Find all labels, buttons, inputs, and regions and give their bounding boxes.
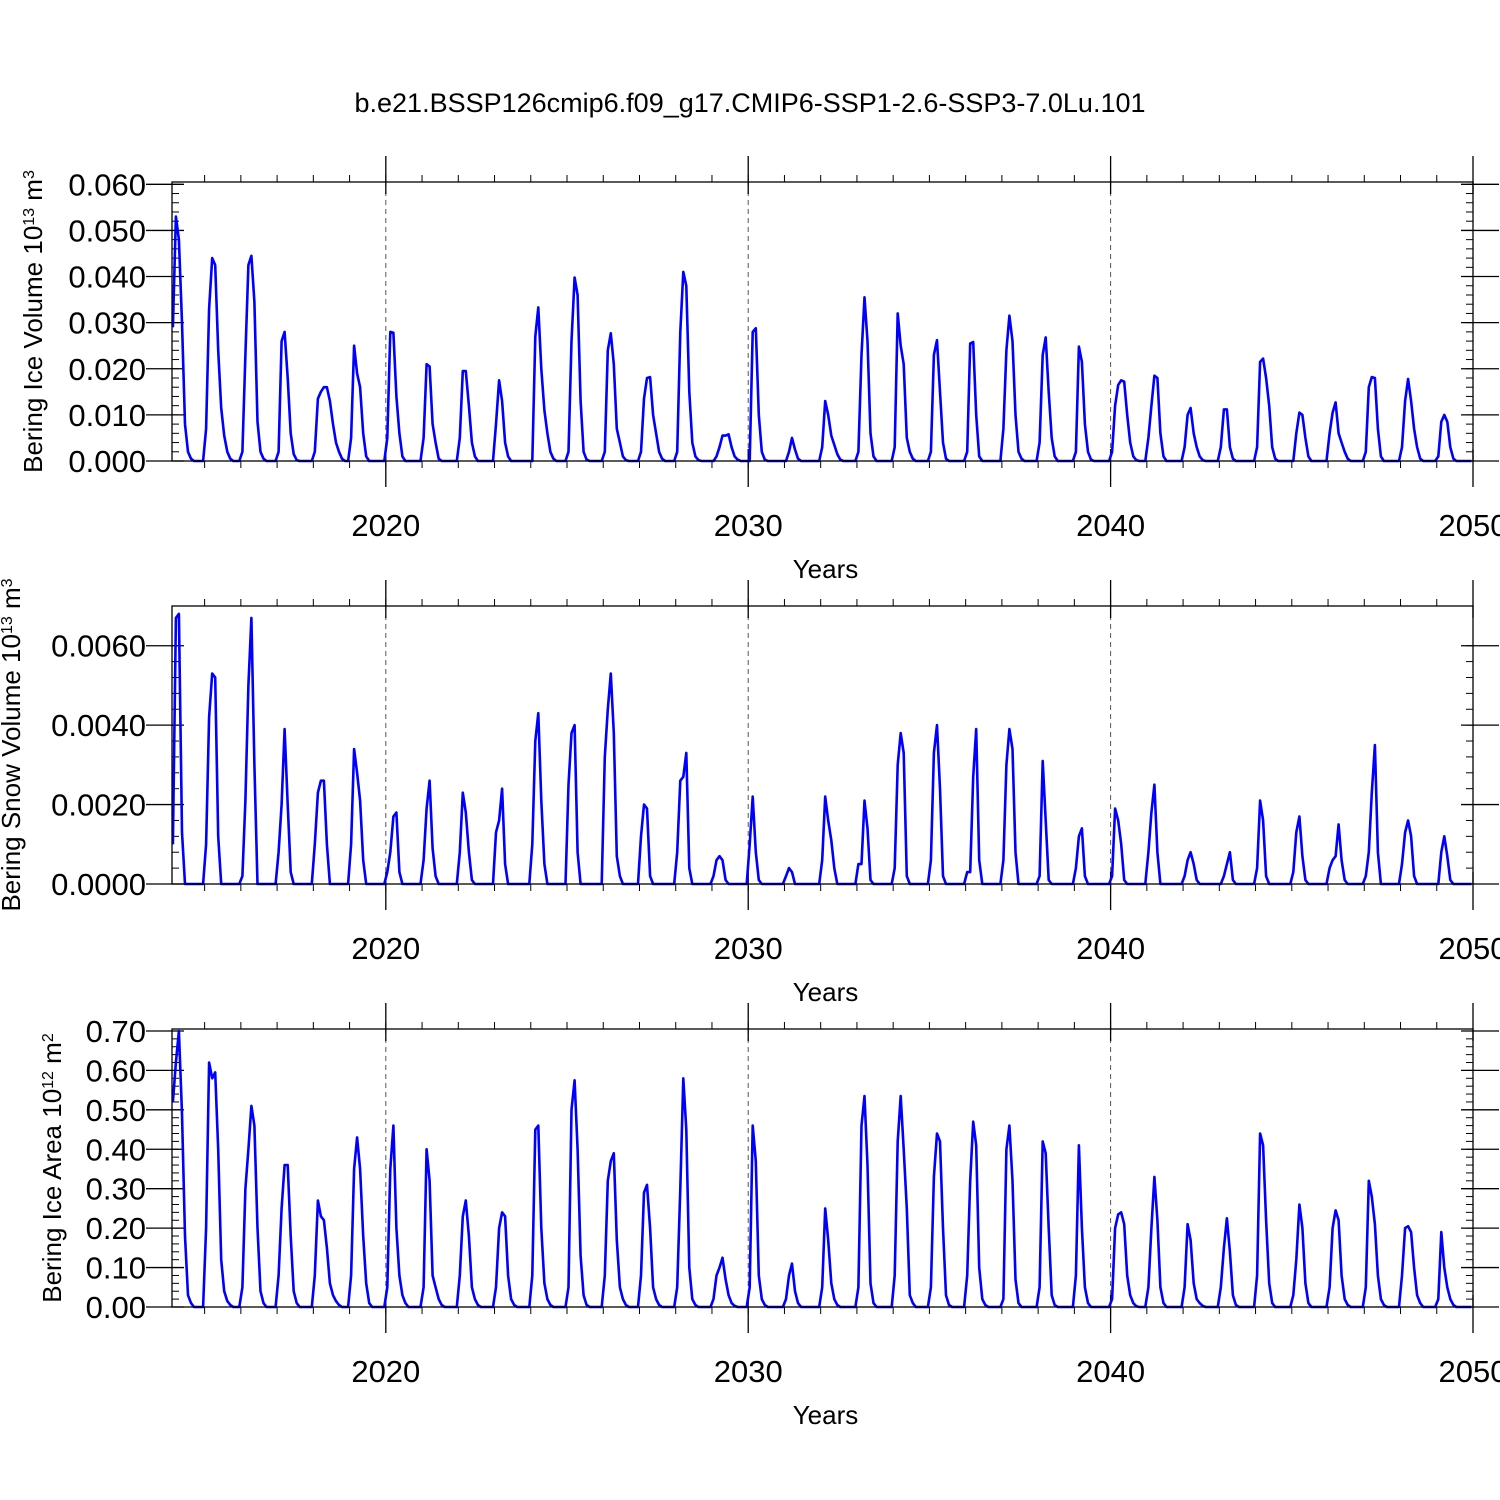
x-axis-title: Years — [793, 1400, 859, 1430]
y-tick-label: 0.000 — [68, 444, 146, 479]
x-tick-label: 2030 — [714, 508, 783, 543]
series-line — [171, 612, 1472, 886]
y-tick-label: 0.00 — [86, 1290, 146, 1325]
y-tick-label: 0.060 — [68, 167, 146, 202]
x-tick-label: 2020 — [351, 1354, 420, 1389]
x-tick-label: 2020 — [351, 508, 420, 543]
x-tick-label: 2050 — [1439, 931, 1500, 966]
y-tick-label: 0.030 — [68, 306, 146, 341]
x-tick-label: 2020 — [351, 931, 420, 966]
series-line — [171, 215, 1472, 463]
y-tick-label: 0.0000 — [51, 867, 146, 902]
x-axis-title: Years — [793, 977, 859, 1007]
y-tick-label: 0.20 — [86, 1211, 146, 1246]
page-title: b.e21.BSSP126cmip6.f09_g17.CMIP6-SSP1-2.… — [354, 88, 1146, 118]
y-axis-title: Bering Ice Volume 1013 m3 — [18, 170, 48, 473]
x-tick-label: 2030 — [714, 1354, 783, 1389]
x-tick-label: 2050 — [1439, 508, 1500, 543]
plot-frame — [171, 1028, 1474, 1308]
y-tick-label: 0.020 — [68, 352, 146, 387]
x-tick-label: 2030 — [714, 931, 783, 966]
y-axis-title: Bering Ice Area 1012 m2 — [37, 1033, 67, 1303]
y-tick-label: 0.70 — [86, 1014, 146, 1049]
y-axis-title: Bering Snow Volume 1013 m3 — [0, 578, 26, 911]
x-tick-label: 2050 — [1439, 1354, 1500, 1389]
x-tick-label: 2040 — [1076, 508, 1145, 543]
y-tick-label: 0.50 — [86, 1093, 146, 1128]
y-tick-label: 0.010 — [68, 398, 146, 433]
y-tick-label: 0.050 — [68, 213, 146, 248]
chart-panel-3: 0.00 0.10 0.20 0.30 0.40 0.50 0.60 0.70 2020 2030… — [37, 1003, 1500, 1430]
y-tick-label: 0.040 — [68, 260, 146, 295]
chart-panel-1: 0.000 0.010 0.020 0.030 0.040 0.050 0.060 2020 2… — [18, 156, 1500, 584]
x-tick-label: 2040 — [1076, 931, 1145, 966]
y-tick-label: 0.40 — [86, 1132, 146, 1167]
y-tick-label: 0.0060 — [51, 629, 146, 664]
x-axis-title: Years — [793, 554, 859, 584]
plot-frame — [171, 605, 1474, 885]
y-tick-label: 0.10 — [86, 1251, 146, 1286]
plot-frame — [171, 181, 1474, 462]
y-tick-label: 0.60 — [86, 1053, 146, 1088]
chart-panel-2: 0.0000 0.0020 0.0040 0.0060 2020 2030 2040 2050… — [0, 578, 1500, 1007]
y-tick-label: 0.0020 — [51, 788, 146, 823]
x-tick-label: 2040 — [1076, 1354, 1145, 1389]
y-tick-label: 0.30 — [86, 1172, 146, 1207]
y-tick-label: 0.0040 — [51, 708, 146, 743]
series-line — [171, 1029, 1472, 1309]
